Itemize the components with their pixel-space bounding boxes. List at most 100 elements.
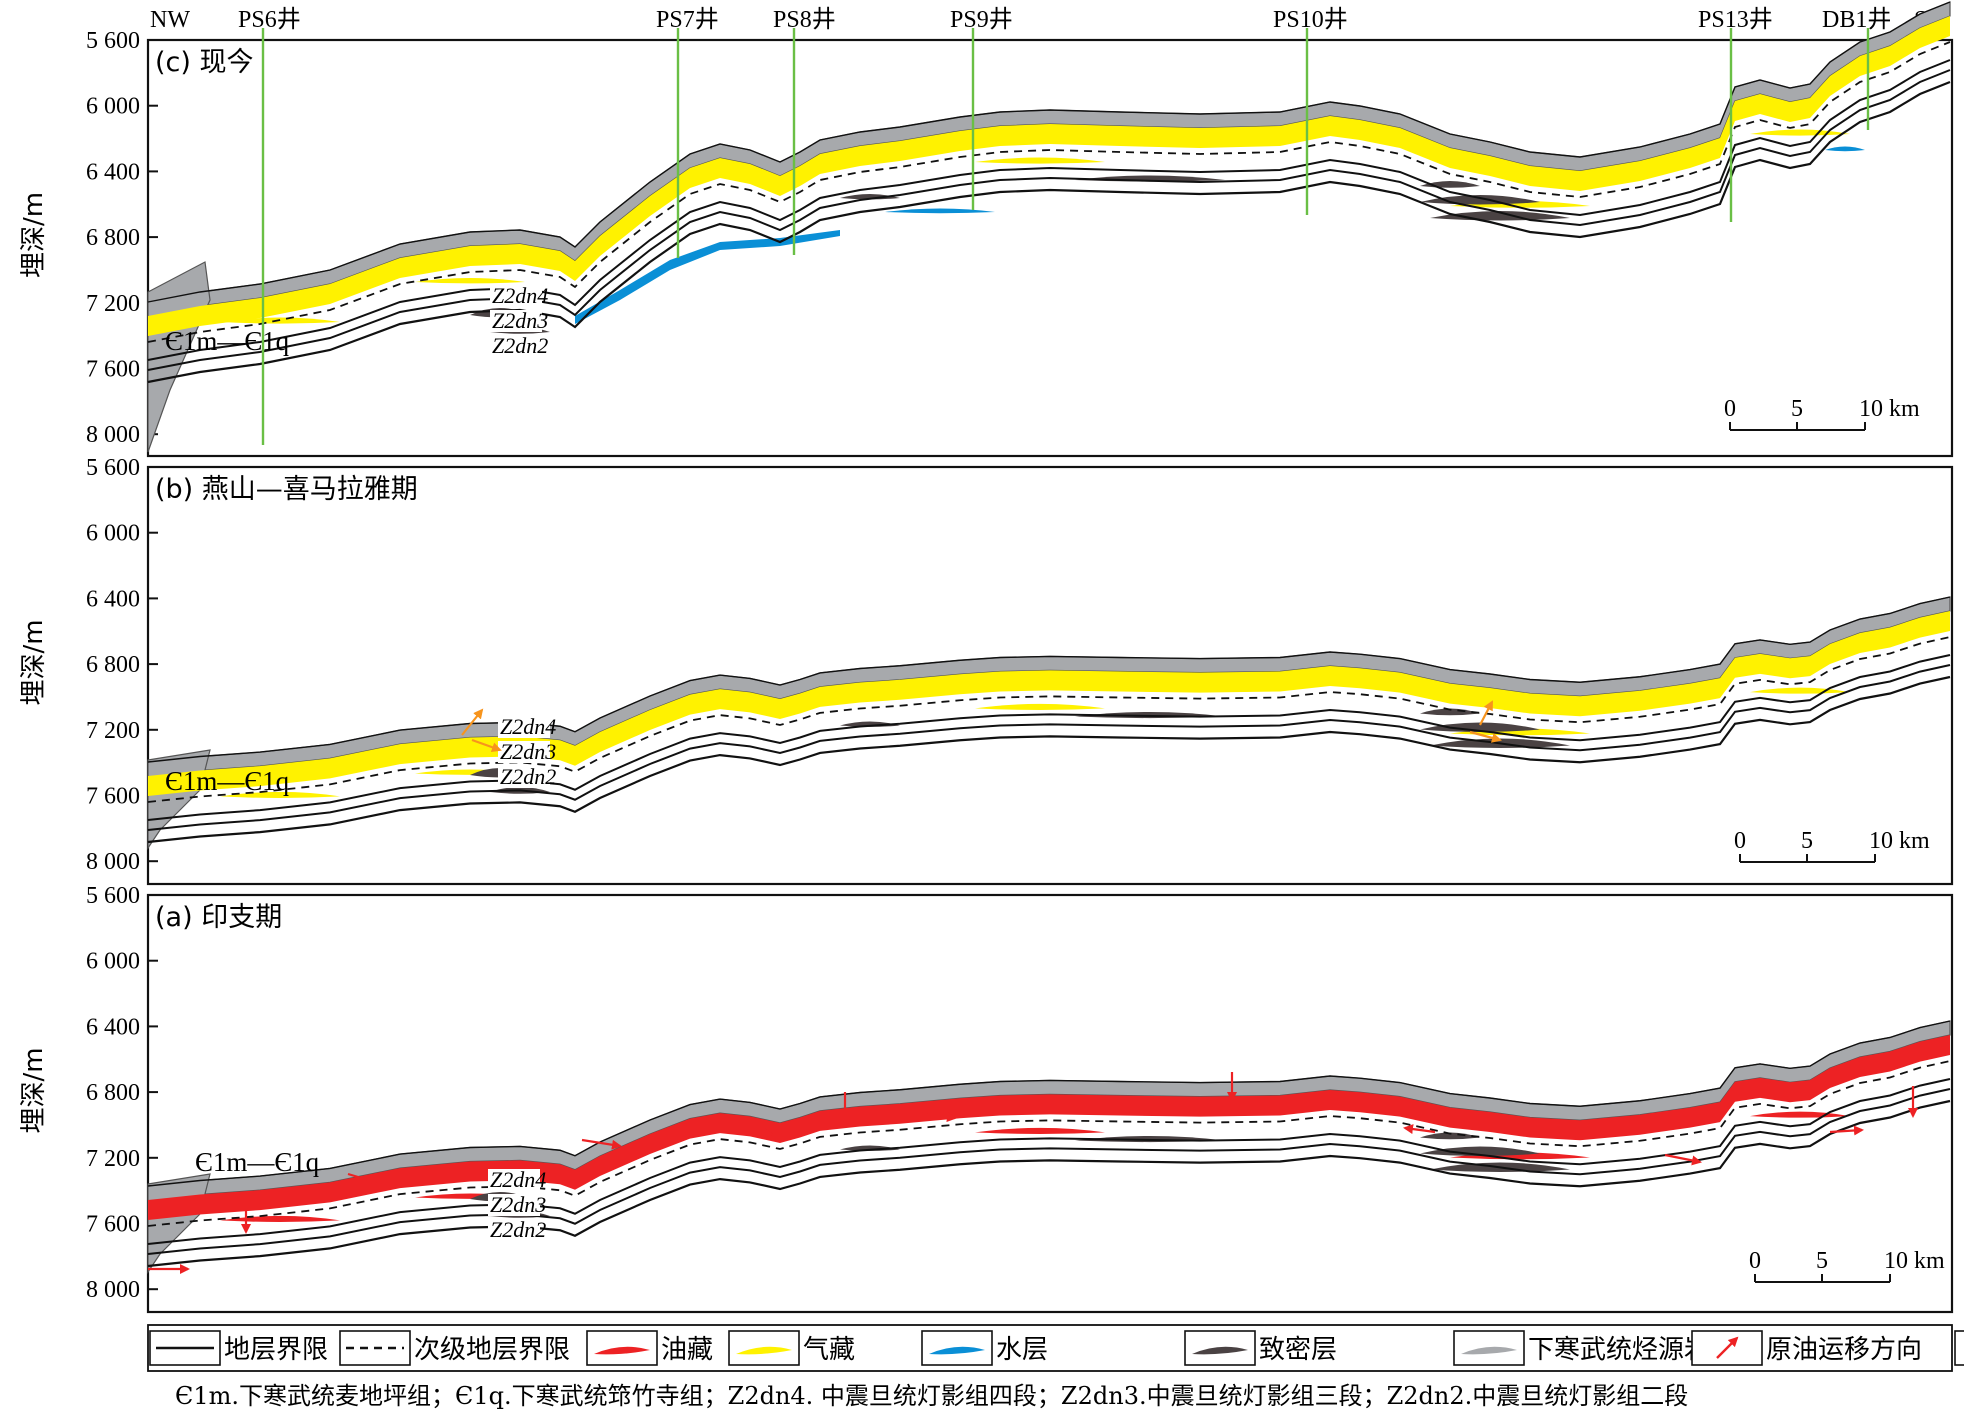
strat-label-bg xyxy=(488,1219,540,1241)
well-labels: PS6井 PS7井 PS8井 PS9井 PS10井 PS13井 DB1井 xyxy=(238,6,1891,33)
panel-present: 5 600 6 000 6 400 6 800 7 200 7 600 8 000 埋深/m (… xyxy=(19,1,1954,458)
scale-bar-label: 0 xyxy=(1724,396,1736,422)
secondary-boundary xyxy=(147,41,1951,343)
strat-label-bg xyxy=(490,310,542,332)
oil-migration-arrow xyxy=(1403,1124,1436,1135)
strat-label-bg xyxy=(498,741,550,763)
oil-migration-arrow xyxy=(347,1172,377,1185)
well-label: PS8井 xyxy=(773,6,836,33)
legend-arrow xyxy=(1716,1336,1739,1359)
y-axis-label: 埋深/m xyxy=(19,1047,49,1133)
scale-bar-label: 0 xyxy=(1734,828,1746,854)
legend-label: 水层 xyxy=(996,1335,1048,1365)
oil-migration-arrow xyxy=(581,1138,622,1150)
legend-label: 下寒武统烃源岩 xyxy=(1528,1335,1710,1365)
panel-yanshan-himalaya: 5 600 6 000 6 400 6 800 7 200 7 600 8 000 埋深/m (… xyxy=(19,455,1954,886)
gas-escape-arrow xyxy=(1469,730,1502,743)
y-tick-label: 6 000 xyxy=(86,521,140,547)
oil-migration-arrow xyxy=(921,1112,957,1123)
gas-escape-arrow xyxy=(1479,700,1493,726)
y-tick-label: 6 400 xyxy=(86,586,140,612)
oil-lens xyxy=(975,1127,1105,1134)
strat-label-bg xyxy=(490,285,542,307)
water-layer xyxy=(575,230,840,324)
panel-title: (a) 印支期 xyxy=(155,902,282,933)
footnote: Є1m.下寒武统麦地坪组；Є1q.下寒武统筇竹寺组；Z2dn4. 中震旦统灯影组… xyxy=(175,1382,1688,1410)
y-tick-label: 7 200 xyxy=(86,1146,140,1172)
strata-boundary xyxy=(147,69,1951,371)
scale-bar-label: 5 xyxy=(1791,396,1803,422)
legend-label: 致密层 xyxy=(1259,1335,1337,1365)
gas-lens xyxy=(975,703,1105,710)
gas-reservoir-band xyxy=(148,611,1950,796)
well-label: PS6井 xyxy=(238,6,301,33)
strata-boundary xyxy=(147,80,1951,384)
nw-direction-label: NW xyxy=(150,7,190,33)
y-tick-label: 7 600 xyxy=(86,784,140,810)
oil-migration-arrow xyxy=(739,1128,774,1138)
strata-boundary xyxy=(147,1099,1951,1268)
strata-boundary xyxy=(147,675,1951,844)
strat-label-bg xyxy=(498,766,550,788)
unit-label: Є1m—Є1q xyxy=(195,1147,320,1177)
gas-escape-arrow xyxy=(461,708,484,736)
y-tick-label: 5 600 xyxy=(86,883,140,909)
legend-swatch-box xyxy=(586,1330,658,1366)
unit-label: Є1m—Є1q xyxy=(165,766,290,796)
oil-migration-arrow xyxy=(1664,1153,1702,1166)
legend-lens xyxy=(1192,1346,1248,1355)
well-label: PS9井 xyxy=(950,6,1013,33)
legend-lens xyxy=(1461,1346,1517,1355)
y-tick-label: 7 200 xyxy=(86,718,140,744)
water-lens xyxy=(885,208,995,214)
strat-label: Z2dn4 xyxy=(490,1167,546,1192)
strata-boundary xyxy=(147,1078,1951,1245)
top-boundary xyxy=(147,1020,1951,1187)
y-tick-label: 7 600 xyxy=(86,357,140,383)
strat-label: Z2dn2 xyxy=(500,764,556,789)
y-tick-label: 6 400 xyxy=(86,159,140,185)
well-label: PS7井 xyxy=(656,6,719,33)
y-axis-label: 埋深/m xyxy=(19,192,49,278)
strat-label-bg xyxy=(498,716,550,738)
tight-layer-lens xyxy=(1420,708,1480,716)
strat-label: Z2dn4 xyxy=(500,714,556,739)
secondary-boundary xyxy=(147,1060,1951,1227)
y-tick-label: 8 000 xyxy=(86,849,140,875)
y-tick-label: 5 600 xyxy=(86,28,140,54)
strat-label: Z2dn4 xyxy=(492,283,548,308)
legend: 地层界限次级地层界限油藏气藏水层致密层下寒武统烃源岩原油运移方向天然气逸散方向 xyxy=(147,1324,1964,1372)
y-tick-label: 6 800 xyxy=(86,225,140,251)
y-tick-label: 6 800 xyxy=(86,652,140,678)
scale-bar-label: 10 km xyxy=(1869,828,1930,854)
strat-label: Z2dn3 xyxy=(492,308,548,333)
gas-reservoir-band xyxy=(148,16,1950,336)
scale-bar-label: 5 xyxy=(1801,828,1813,854)
oil-reservoir-band xyxy=(148,1035,1950,1220)
strata-boundary xyxy=(147,664,1951,831)
legend-lens xyxy=(594,1346,650,1355)
well-label: PS10井 xyxy=(1273,6,1348,33)
legend-label: 原油运移方向 xyxy=(1766,1335,1922,1365)
tight-layer-lens xyxy=(1420,1146,1540,1156)
strat-label: Z2dn2 xyxy=(490,1217,546,1242)
panel-title: (c) 现今 xyxy=(155,47,254,78)
y-axis-label: 埋深/m xyxy=(19,619,49,705)
legend-swatch-box xyxy=(1954,1330,1964,1366)
legend-label: 地层界限 xyxy=(224,1335,328,1365)
y-tick-label: 5 600 xyxy=(86,455,140,481)
strat-label-bg xyxy=(490,335,542,357)
y-tick-label: 6 000 xyxy=(86,949,140,975)
gas-escape-arrow xyxy=(471,738,502,753)
strata-boundary xyxy=(147,59,1951,361)
legend-lens xyxy=(736,1346,792,1355)
panel-indosinian: 5 600 6 000 6 400 6 800 7 200 7 600 8 000 埋深/m (… xyxy=(19,883,1954,1314)
top-boundary xyxy=(147,596,1951,763)
well-label: DB1井 xyxy=(1822,6,1891,33)
y-tick-label: 6 000 xyxy=(86,94,140,120)
legend-frame xyxy=(147,1324,1953,1372)
unit-label: Є1m—Є1q xyxy=(165,326,290,356)
legend-label: 油藏 xyxy=(661,1335,713,1365)
strat-label: Z2dn2 xyxy=(492,333,548,358)
tight-layer-lens xyxy=(840,194,900,200)
